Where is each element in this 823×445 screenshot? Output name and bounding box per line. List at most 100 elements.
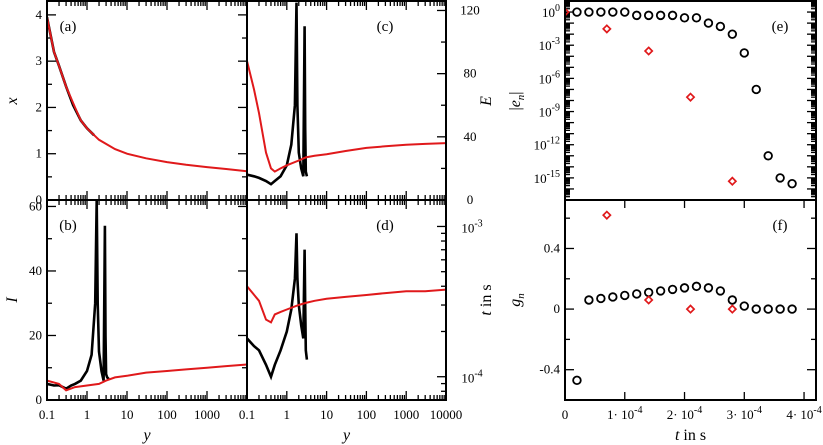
series-line-d-red [247, 285, 446, 324]
y-tick-label-d: 10-4 [461, 369, 482, 386]
series-line-b-black [47, 200, 110, 391]
y-tick-label-f: 0 [554, 301, 561, 316]
data-point-e-circle [572, 7, 582, 17]
panel-frame-a [46, 0, 248, 201]
data-point-f-circle [691, 281, 702, 292]
x-tick-label-d: 0.1 [239, 407, 255, 422]
panel-label-e: (e) [772, 19, 789, 35]
x-tick-label-d: 100 [357, 407, 377, 422]
data-point-f-circle [763, 304, 773, 314]
data-point-e-circle [667, 10, 678, 21]
x-tick-label-b: 100 [157, 407, 177, 422]
data-point-f-circle [727, 295, 738, 305]
series-line-c-red [247, 60, 446, 173]
x-tick-label-b: 1000 [194, 407, 220, 422]
panel-label-f: (f) [773, 218, 788, 234]
x-tick-label-f: 3· 10-4 [727, 405, 762, 422]
plot-area-b [47, 200, 247, 392]
data-point-e-circle [727, 29, 738, 39]
y-tick-label-f: -0.4 [539, 362, 560, 377]
data-point-e-circle [739, 48, 749, 58]
data-point-e-diamond [643, 46, 654, 56]
y-tick-label-b: 0 [36, 392, 43, 407]
data-point-e-circle [751, 84, 761, 95]
data-point-e-diamond [727, 176, 738, 187]
data-point-f-circle [667, 284, 678, 295]
series-line-d-black [247, 233, 309, 381]
x-tick-label-b: 10 [121, 407, 134, 422]
y-axis-label-e-abs: |en| [507, 91, 527, 110]
data-point-e-circle [608, 7, 618, 17]
x-tick-label-b: 0.1 [39, 407, 55, 422]
data-point-f-circle [572, 375, 582, 386]
x-tick-label-d: 10 [320, 407, 333, 422]
plot-area-d [247, 233, 446, 381]
data-point-e-circle [643, 10, 654, 21]
data-point-e-circle [691, 13, 702, 23]
panel-label-c: (c) [377, 19, 394, 35]
data-point-e-circle [620, 7, 630, 17]
panel-frame-f [564, 199, 817, 401]
data-point-e-circle [775, 173, 785, 183]
x-tick-label-f: 4· 10-4 [786, 405, 821, 422]
data-point-e-circle [584, 7, 594, 17]
x-tick-label-f: 0 [562, 407, 569, 422]
y-tick-label-a: 3 [36, 53, 43, 68]
y-tick-label-c: 80 [464, 66, 477, 81]
x-tick-label-d: 1000 [393, 407, 419, 422]
y-tick-label-e: 10-15 [534, 169, 560, 186]
data-point-f-circle [655, 286, 666, 296]
data-point-f-circle [703, 283, 714, 293]
data-point-f-circle [596, 293, 606, 304]
data-point-f-diamond [602, 210, 612, 220]
plot-area-f [572, 210, 797, 386]
y-axis-label-f: gn [507, 293, 527, 307]
y-tick-label-a: 2 [36, 99, 43, 114]
data-point-e-circle [655, 10, 666, 21]
plot-area-c [247, 2, 446, 186]
panel-frame-b [46, 199, 248, 401]
y-tick-label-c: 0 [467, 192, 474, 207]
x-axis-label-f: t in s [675, 427, 706, 444]
y-axis-label-d: t in s [478, 284, 495, 315]
data-point-e-circle [596, 7, 606, 17]
data-point-e-circle [787, 178, 797, 189]
data-point-e-circle [763, 151, 773, 161]
y-tick-label-b: 60 [29, 198, 42, 213]
data-point-f-circle [679, 283, 690, 293]
data-point-e-circle [715, 21, 726, 32]
data-point-e-diamond [565, 7, 570, 17]
x-axis-label-b: y [141, 427, 151, 444]
y-tick-label-a: 1 [36, 146, 43, 161]
data-point-f-circle [739, 301, 749, 311]
data-point-f-circle [775, 304, 785, 314]
y-tick-label-e: 100 [542, 3, 560, 20]
data-point-f-circle [751, 304, 761, 314]
y-tick-label-a: 4 [36, 7, 43, 22]
panel-label-a: (a) [60, 19, 77, 35]
x-tick-label-b: 1 [84, 407, 91, 422]
data-point-f-diamond [685, 304, 696, 314]
data-point-f-circle [608, 292, 618, 302]
plot-area-a [47, 16, 247, 173]
y-tick-label-e: 10-12 [534, 136, 560, 153]
y-tick-label-e: 10-9 [539, 103, 560, 120]
data-point-f-circle [620, 290, 630, 301]
series-line-c-black [247, 2, 309, 186]
panel-label-d: (d) [376, 218, 394, 234]
data-point-e-circle [632, 10, 642, 21]
y-tick-label-b: 40 [29, 263, 42, 278]
panel-frame-d [246, 199, 447, 401]
y-tick-label-e: 10-3 [539, 36, 560, 53]
data-point-f-circle [787, 304, 797, 314]
x-tick-label-d: 10000 [430, 407, 463, 422]
y-tick-label-a: 0 [36, 192, 43, 207]
x-tick-label-f: 1· 10-4 [607, 405, 642, 422]
y-axis-label-c: E [478, 96, 495, 107]
plot-area-e [565, 7, 797, 189]
series-line-b-red [47, 363, 247, 392]
y-tick-label-c: 120 [460, 2, 480, 17]
data-point-e-circle [703, 18, 714, 28]
panel-label-b: (b) [59, 218, 77, 234]
